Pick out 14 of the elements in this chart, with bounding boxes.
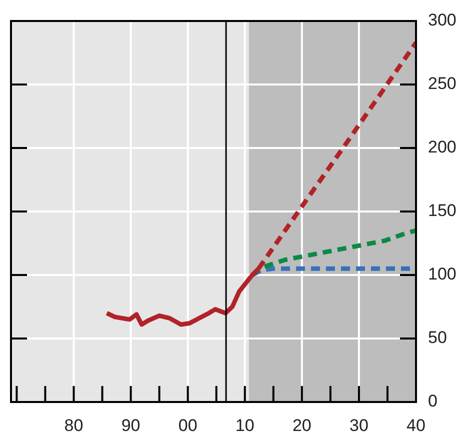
x-tick-label: 10 — [235, 416, 254, 432]
x-tick-label: 20 — [292, 416, 312, 432]
x-tick-label: 30 — [349, 416, 368, 432]
y-tick-label: 150 — [428, 201, 456, 220]
x-tick-label: 80 — [64, 416, 84, 432]
x-tick-label: 40 — [406, 416, 426, 432]
y-tick-label: 300 — [428, 10, 456, 30]
x-tick-label: 90 — [121, 416, 140, 432]
y-tick-label: 250 — [428, 74, 456, 94]
x-tick-label: 00 — [178, 416, 198, 432]
y-tick-label: 200 — [428, 138, 456, 157]
y-tick-label: 0 — [428, 392, 438, 411]
y-tick-label: 100 — [428, 264, 456, 284]
y-tick-label: 50 — [428, 328, 447, 348]
